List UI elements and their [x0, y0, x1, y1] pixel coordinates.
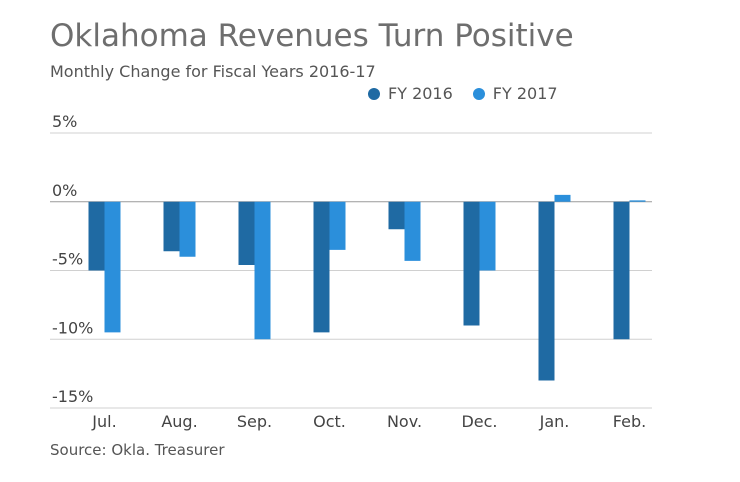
- x-tick-label: Oct.: [313, 412, 346, 431]
- x-tick-label: Sep.: [237, 412, 272, 431]
- x-tick-label: Jul.: [91, 412, 116, 431]
- bar-fy2017: [104, 201, 121, 333]
- legend-swatch-fy2017: [472, 87, 485, 100]
- bar-fy2016: [463, 201, 480, 326]
- x-tick-label: Aug.: [161, 412, 197, 431]
- y-tick-label: -5%: [52, 250, 83, 269]
- bar-fy2016: [313, 201, 330, 333]
- legend-swatch-fy2016: [368, 87, 380, 100]
- x-tick-label: Feb.: [613, 412, 646, 431]
- bar-fy2017: [479, 201, 496, 271]
- bar-fy2016: [613, 201, 630, 340]
- legend-item-fy2016: FY 2016: [368, 84, 453, 103]
- source-note: Source: Okla. Treasurer: [50, 441, 225, 459]
- y-tick-label: -10%: [52, 318, 93, 337]
- y-tick-label: 5%: [52, 112, 77, 131]
- bar-fy2017: [404, 201, 421, 261]
- bar-fy2017: [554, 194, 571, 202]
- legend-item-fy2017: FY 2017: [472, 84, 558, 103]
- bar-fy2016: [388, 201, 405, 230]
- legend: FY 2016 FY 2017: [368, 84, 578, 103]
- bar-fy2017: [629, 200, 646, 202]
- y-tick-label: -15%: [52, 387, 93, 406]
- bar-fy2017: [254, 201, 271, 340]
- chart-subtitle: Monthly Change for Fiscal Years 2016-17: [50, 62, 376, 81]
- legend-label-fy2016: FY 2016: [388, 84, 453, 103]
- legend-label-fy2017: FY 2017: [492, 84, 558, 103]
- x-tick-label: Nov.: [387, 412, 422, 431]
- bar-fy2016: [88, 201, 105, 271]
- bar-fy2016: [238, 201, 255, 265]
- chart-title: Oklahoma Revenues Turn Positive: [50, 18, 574, 54]
- x-tick-label: Jan.: [539, 412, 570, 431]
- bar-fy2017: [329, 201, 346, 250]
- bar-fy2017: [179, 201, 196, 257]
- y-tick-label: 0%: [52, 181, 77, 200]
- bar-fy2016: [163, 201, 180, 252]
- x-tick-label: Dec.: [461, 412, 497, 431]
- bar-fy2016: [538, 201, 555, 381]
